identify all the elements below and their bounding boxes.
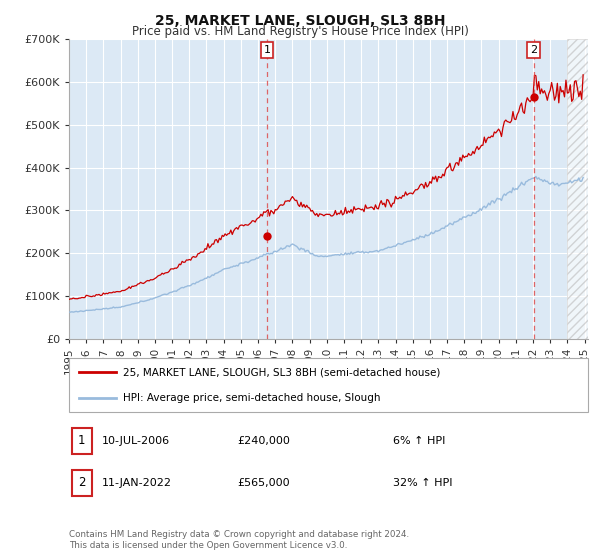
Text: HPI: Average price, semi-detached house, Slough: HPI: Average price, semi-detached house,… <box>124 393 381 403</box>
Text: 10-JUL-2006: 10-JUL-2006 <box>102 436 170 446</box>
Text: 2: 2 <box>78 477 85 489</box>
FancyBboxPatch shape <box>71 428 92 454</box>
Text: 1: 1 <box>263 45 271 55</box>
FancyBboxPatch shape <box>71 470 92 496</box>
FancyBboxPatch shape <box>69 358 588 412</box>
Text: 1: 1 <box>78 435 85 447</box>
Bar <box>568 39 593 339</box>
Text: £565,000: £565,000 <box>237 478 290 488</box>
Text: 25, MARKET LANE, SLOUGH, SL3 8BH (semi-detached house): 25, MARKET LANE, SLOUGH, SL3 8BH (semi-d… <box>124 367 441 377</box>
Text: 6% ↑ HPI: 6% ↑ HPI <box>393 436 445 446</box>
Text: Contains HM Land Registry data © Crown copyright and database right 2024.: Contains HM Land Registry data © Crown c… <box>69 530 409 539</box>
Text: 11-JAN-2022: 11-JAN-2022 <box>102 478 172 488</box>
Text: Price paid vs. HM Land Registry's House Price Index (HPI): Price paid vs. HM Land Registry's House … <box>131 25 469 38</box>
Text: 32% ↑ HPI: 32% ↑ HPI <box>393 478 452 488</box>
Text: £240,000: £240,000 <box>237 436 290 446</box>
Text: This data is licensed under the Open Government Licence v3.0.: This data is licensed under the Open Gov… <box>69 541 347 550</box>
Text: 25, MARKET LANE, SLOUGH, SL3 8BH: 25, MARKET LANE, SLOUGH, SL3 8BH <box>155 14 445 28</box>
Text: 2: 2 <box>530 45 537 55</box>
